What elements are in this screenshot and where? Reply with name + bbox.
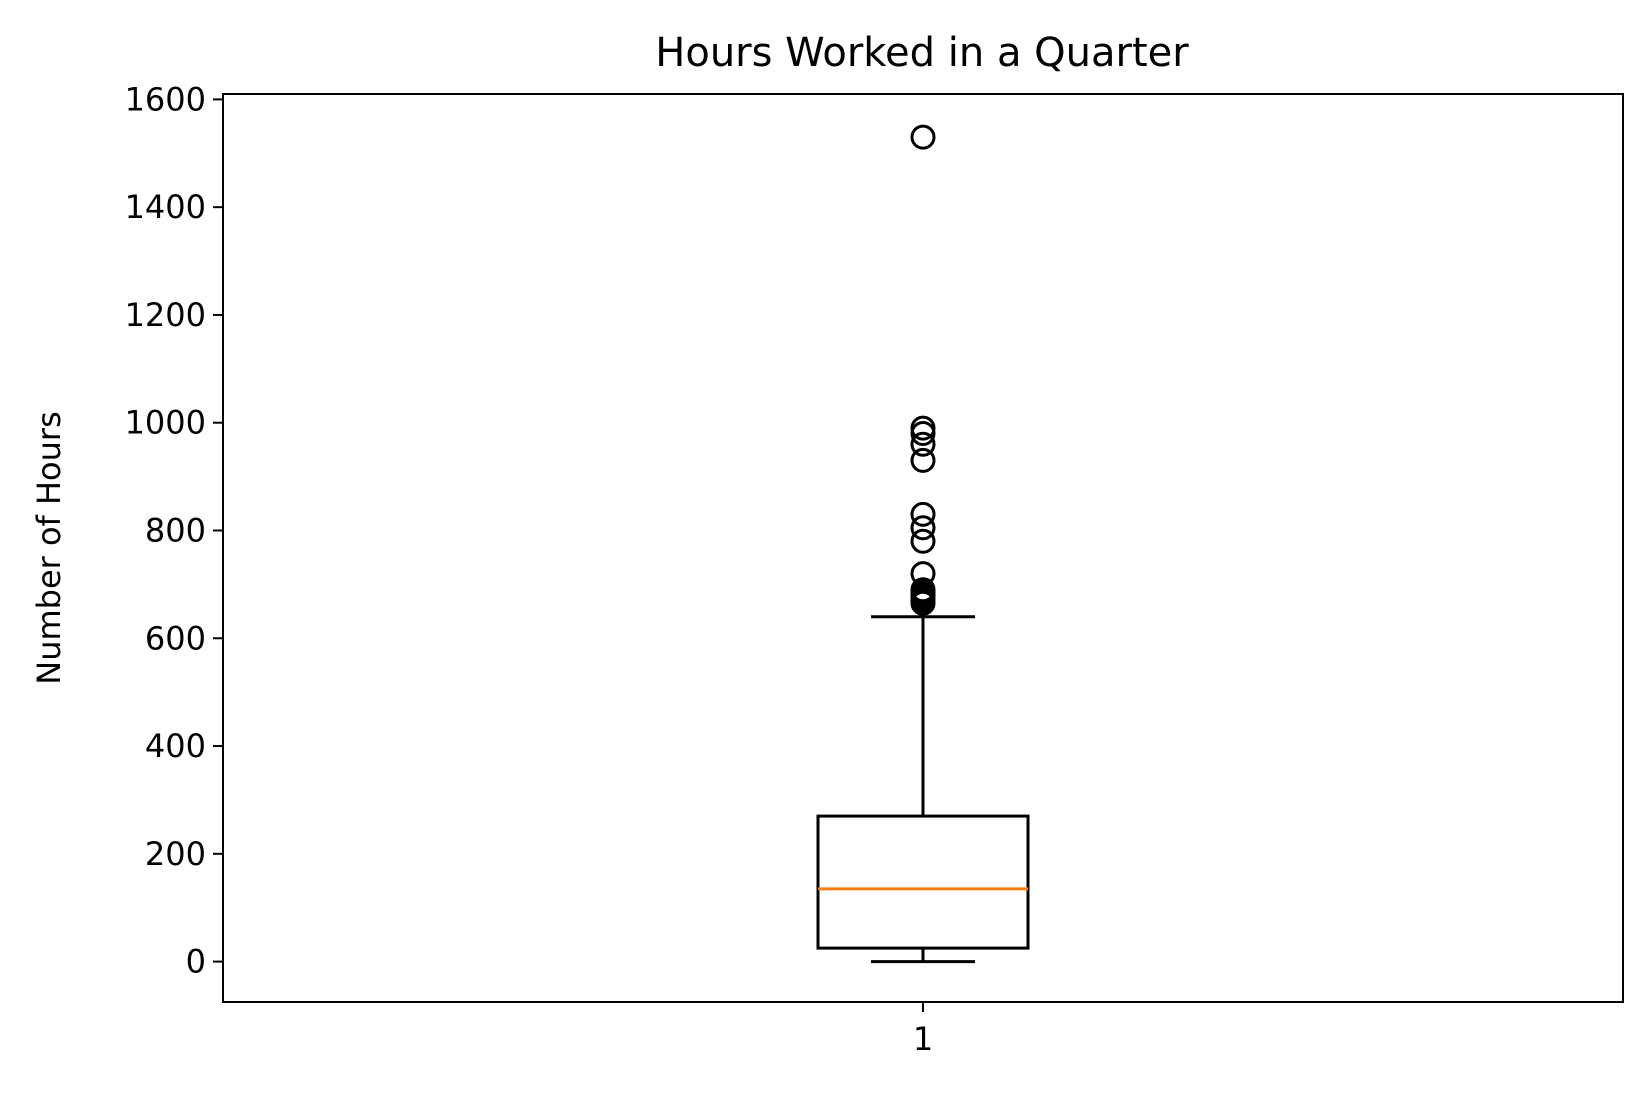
y-tick-label: 0 [186,943,206,981]
outlier-point [910,577,936,603]
y-axis-label: Number of Hours [30,411,68,684]
outlier-point [910,415,936,441]
y-tick-label: 400 [145,727,206,765]
outlier-point [910,431,936,457]
outlier-point [910,561,936,587]
plot-frame [222,93,1624,1003]
outlier-point [910,528,936,554]
chart-title: Hours Worked in a Quarter [655,30,1189,76]
outlier-point [910,447,936,473]
y-tick-label: 800 [145,511,206,549]
plot-area: 0 200 400 600 800 1000 1200 1400 1600 1 [125,80,1030,1058]
y-tick-label: 600 [145,619,206,657]
x-tick-label: 1 [913,1020,933,1058]
outlier-point [910,515,936,541]
iqr-box [816,814,1030,950]
y-tick-label: 1600 [125,80,206,118]
outlier-point [910,501,936,527]
y-tick-label: 1400 [125,188,206,226]
y-tick-label: 200 [145,835,206,873]
y-tick-label: 1200 [125,296,206,334]
outlier-point [910,124,936,150]
y-tick-label: 1000 [125,404,206,442]
